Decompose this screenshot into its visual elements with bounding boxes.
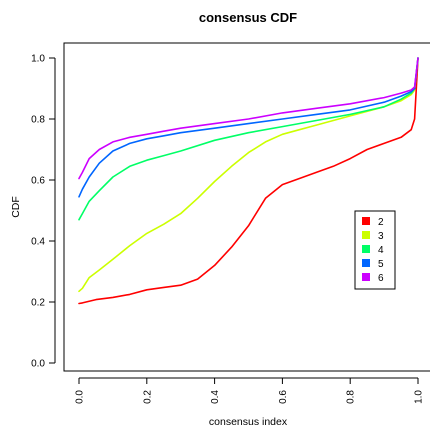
x-tick-label: 1.0 (414, 390, 425, 404)
series-line-2 (78, 57, 419, 305)
legend: 2 3 4 5 6 (354, 210, 396, 290)
chart-title: consensus CDF (199, 10, 297, 25)
x-tick-label: 0.2 (142, 390, 153, 404)
y-tick-label: 0.0 (31, 359, 45, 370)
legend-box (354, 210, 396, 290)
legend-swatch-2 (362, 217, 370, 225)
y-axis-label: CDF (10, 196, 22, 218)
y-tick-label: 1.0 (31, 54, 45, 65)
x-axis-label: consensus index (209, 416, 288, 428)
legend-swatch-5 (362, 259, 370, 267)
plot-area-border (63, 42, 430, 372)
legend-swatch-6 (362, 273, 370, 281)
legend-swatch-4 (362, 245, 370, 253)
y-tick-label: 0.6 (31, 176, 45, 187)
series-line-4 (78, 57, 419, 221)
y-tick-label: 0.4 (31, 237, 45, 248)
legend-label-6: 6 (378, 273, 384, 284)
y-tick-label: 0.2 (31, 298, 45, 309)
x-axis: 0.0 0.2 0.4 0.6 0.8 1.0 (75, 377, 425, 404)
y-axis: 0.0 0.2 0.4 0.6 0.8 1.0 (31, 54, 56, 370)
x-tick-label: 0.8 (346, 390, 357, 404)
legend-label-5: 5 (378, 259, 384, 270)
series-lines (78, 57, 419, 305)
legend-label-2: 2 (378, 217, 384, 228)
legend-swatch-3 (362, 231, 370, 239)
series-line-6 (78, 57, 419, 180)
legend-label-4: 4 (378, 245, 384, 256)
x-tick-label: 0.6 (278, 390, 289, 404)
y-tick-label: 0.8 (31, 115, 45, 126)
legend-label-3: 3 (378, 231, 384, 242)
series-line-5 (78, 57, 419, 198)
x-tick-label: 0.0 (75, 390, 86, 404)
x-tick-label: 0.4 (210, 390, 221, 404)
